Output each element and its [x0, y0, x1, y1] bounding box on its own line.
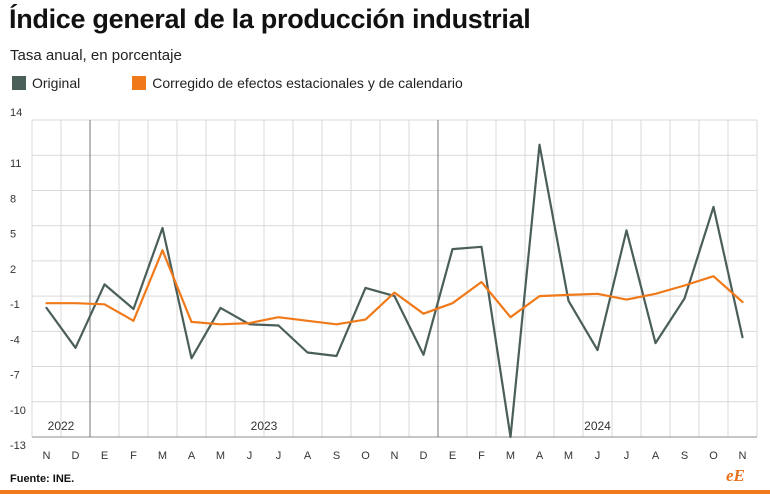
legend: Original Corregido de efectos estacional…	[12, 75, 515, 91]
line-chart: 14 11 8 5 2 -1 -4 -7 -10 -13 2022 2023 2024 N D E F M A M J J…	[10, 107, 758, 462]
y-tick-label: -4	[10, 334, 20, 346]
y-tick-label: 14	[10, 107, 22, 119]
x-tick-label: F	[130, 450, 137, 462]
x-tick-label: A	[652, 450, 660, 462]
y-tick-label: 8	[10, 193, 16, 205]
x-tick-label: N	[43, 450, 51, 462]
legend-label-original: Original	[32, 75, 81, 91]
legend-item-corrected: Corregido de efectos estacionales y de c…	[132, 75, 463, 91]
source-note: Fuente: INE.	[10, 473, 75, 485]
year-label: 2024	[584, 419, 611, 433]
x-tick-label: J	[247, 450, 253, 462]
x-tick-label: J	[595, 450, 601, 462]
y-tick-label: -13	[10, 440, 26, 452]
x-tick-label: O	[709, 450, 718, 462]
y-tick-label: 5	[10, 229, 16, 241]
x-tick-label: S	[681, 450, 688, 462]
chart-title: Índice general de la producción industri…	[9, 4, 531, 34]
x-tick-label: F	[478, 450, 485, 462]
x-tick-label: N	[391, 450, 399, 462]
x-tick-label: A	[188, 450, 196, 462]
x-tick-label: J	[276, 450, 282, 462]
year-label: 2023	[251, 419, 278, 433]
x-tick-label: E	[101, 450, 108, 462]
x-tick-label: M	[158, 450, 167, 462]
legend-item-original: Original	[12, 75, 80, 91]
x-tick-label: O	[361, 450, 370, 462]
brand-logo: eE	[726, 466, 745, 485]
series-line-corrected	[45, 249, 744, 326]
y-tick-label: -10	[10, 405, 26, 417]
y-tick-label: -7	[10, 370, 20, 382]
y-tick-label: -1	[10, 299, 20, 311]
x-tick-label: A	[304, 450, 312, 462]
x-tick-label: D	[72, 450, 80, 462]
x-tick-label: N	[739, 450, 747, 462]
x-tick-label: M	[506, 450, 515, 462]
bottom-rule	[0, 490, 770, 494]
x-tick-label: S	[333, 450, 340, 462]
legend-label-corrected: Corregido de efectos estacionales y de c…	[152, 75, 463, 91]
series-line-original	[45, 143, 744, 439]
legend-swatch-original	[12, 76, 26, 90]
y-tick-label: 11	[10, 158, 21, 170]
x-tick-label: M	[216, 450, 225, 462]
x-tick-label: M	[564, 450, 573, 462]
x-tick-label: E	[449, 450, 456, 462]
x-tick-label: J	[624, 450, 630, 462]
chart-subtitle: Tasa anual, en porcentaje	[10, 47, 182, 64]
x-tick-label: D	[420, 450, 428, 462]
y-tick-label: 2	[10, 264, 16, 276]
x-tick-label: A	[536, 450, 544, 462]
year-label: 2022	[48, 419, 75, 433]
legend-swatch-corrected	[132, 76, 147, 90]
